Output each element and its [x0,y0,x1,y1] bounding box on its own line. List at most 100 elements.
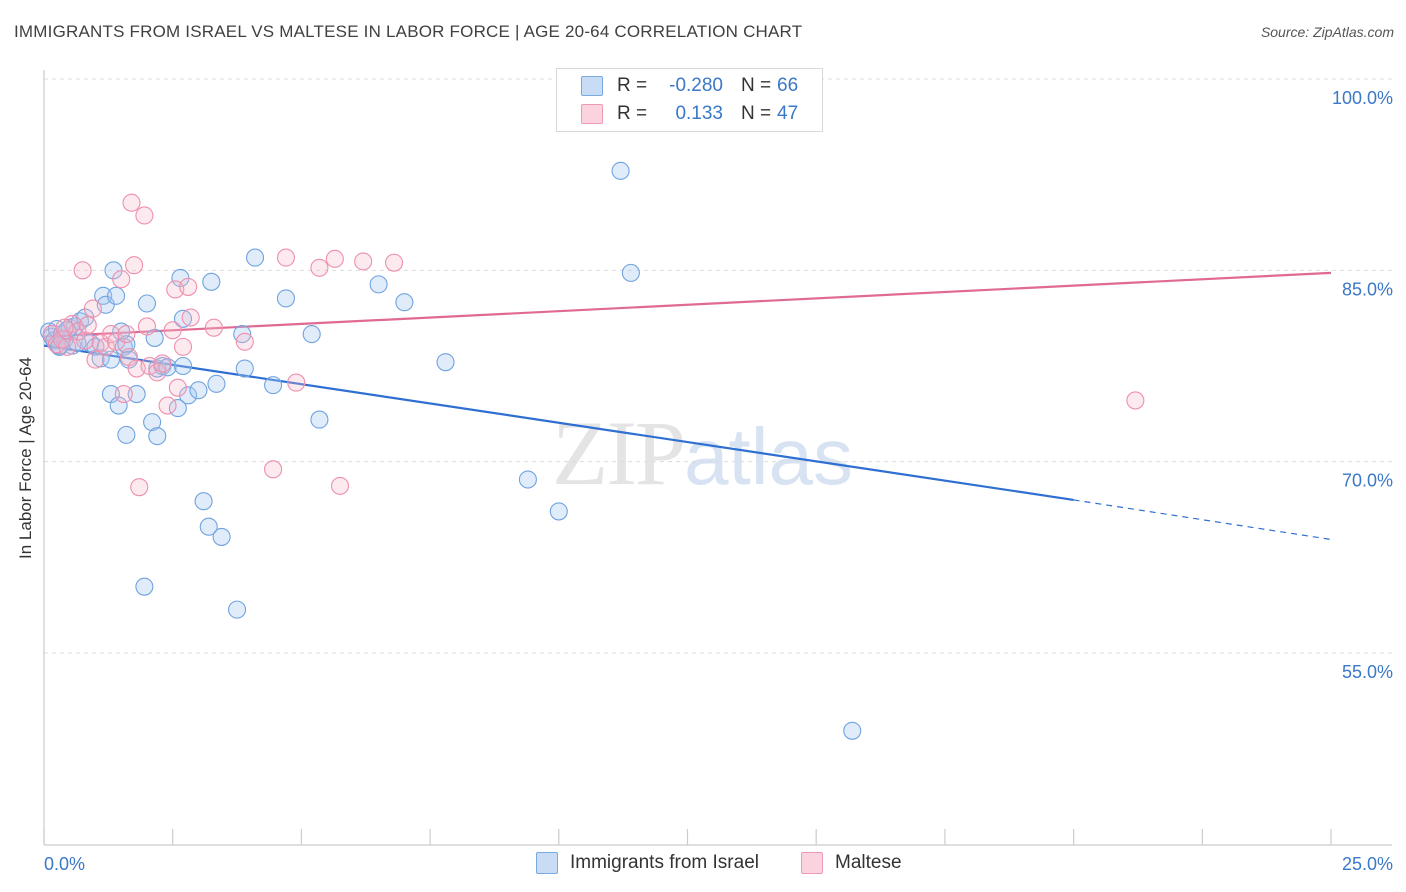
israel-point [117,425,136,444]
maltese-point [148,363,167,382]
r-label: R = [617,103,648,124]
y-tick-label: 100.0% [1332,88,1393,108]
r-value: -0.280 [669,75,723,96]
israel-point [246,248,265,267]
israel-point [137,294,157,313]
israel-point [518,470,537,489]
israel-point [135,577,154,596]
maltese-point [354,252,373,271]
maltese-point [264,460,283,479]
axes [43,70,1392,846]
stats-legend-row-maltese: R = 0.133 N = 47 [581,100,798,128]
legend-label-maltese: Maltese [835,852,902,873]
israel-point [264,376,283,395]
israel-point [621,263,640,282]
israel-point [143,413,162,432]
maltese-point [330,476,350,495]
israel-trend-line [43,344,1074,502]
maltese-point [114,385,133,404]
legend-swatch-maltese [801,852,823,874]
maltese-point [181,308,200,327]
israel-point [395,293,414,312]
maltese-point [117,325,136,344]
n-label: N = [741,75,772,96]
maltese-point [78,316,97,335]
tick-labels: 100.0% 85.0% 70.0% 55.0% 0.0% 25.0% [44,88,1393,874]
watermark: ZIPatlas [552,400,853,506]
israel-point [843,721,862,740]
legend-item-maltese: Maltese [801,852,902,874]
maltese-point [385,253,404,272]
legend-swatch-maltese [581,104,603,124]
israel-point [109,396,128,415]
israel-point [235,359,254,378]
israel-point [310,410,329,429]
maltese-point [158,396,177,415]
maltese-point [173,337,193,356]
maltese-trend-line [43,271,1332,338]
legend-item-israel: Immigrants from Israel [536,852,759,874]
watermark-zip: ZIP [552,402,686,504]
israel-point [369,275,388,294]
maltese-point [179,277,198,296]
n-value: 47 [777,103,799,124]
n-value: 66 [777,75,799,96]
legend-label-israel: Immigrants from Israel [570,852,759,873]
israel-point [168,399,187,418]
y-tick-label: 85.0% [1342,279,1393,299]
source-label: Source: ZipAtlas.com [1260,24,1394,40]
israel-point [194,492,213,511]
n-label: N = [741,103,772,124]
israel-point [173,309,193,328]
maltese-point [204,318,223,337]
y-axis-label: In Labor Force | Age 20-64 [16,357,35,559]
maltese-point [287,373,306,392]
israel-point [107,286,126,305]
israel-point [228,600,247,619]
x-tick-label: 0.0% [44,854,85,874]
israel-trend-extension [1073,499,1332,541]
maltese-point [112,270,131,289]
maltese-point [73,261,92,280]
maltese-point [130,478,149,497]
israel-point [611,161,630,180]
maltese-point [310,258,329,277]
israel-point [127,385,146,404]
israel-point [212,527,231,546]
x-tick-label: 25.0% [1342,854,1393,874]
series-legend: Immigrants from Israel Maltese [0,852,1406,878]
maltese-point [125,256,144,275]
israel-point [302,325,321,344]
israel-point [148,427,167,446]
maltese-point [86,350,105,369]
y-tick-label: 70.0% [1342,471,1393,491]
stats-legend-row-israel: R = -0.280 N = 66 [581,72,798,100]
maltese-point [153,354,172,373]
maltese-point [135,206,154,225]
legend-swatch-israel [581,76,603,96]
israel-point [436,353,455,372]
maltese-point [58,337,77,356]
israel-point [276,289,296,308]
israel-point [179,386,198,405]
stats-legend: R = -0.280 N = 66 R = 0.133 N = 47 [556,68,823,132]
maltese-point [137,317,157,336]
maltese-point [122,193,141,212]
maltese-point [325,249,344,268]
maltese-point [168,378,187,397]
israel-point [207,374,226,393]
y-tick-label: 55.0% [1342,662,1393,682]
israel-point [199,517,218,536]
watermark-atlas: atlas [684,412,853,501]
r-label: R = [617,75,648,96]
israel-point [173,356,193,376]
maltese-point [163,321,182,340]
maltese-point [83,299,102,318]
maltese-point [76,331,95,350]
israel-point [549,502,568,521]
trend-lines [43,271,1332,541]
israel-point [202,272,221,291]
maltese-point [107,332,126,351]
legend-swatch-israel [536,852,558,874]
